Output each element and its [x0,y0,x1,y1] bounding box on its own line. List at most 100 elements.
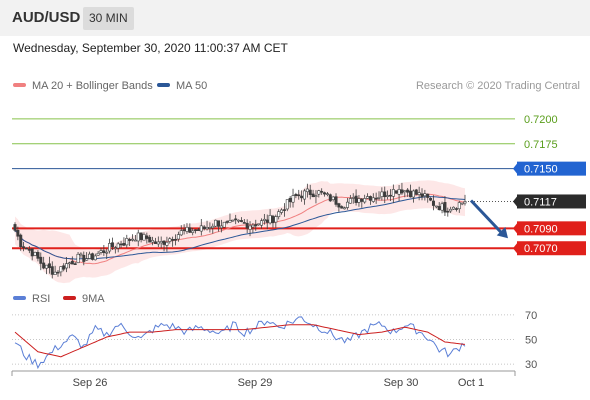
candle-body [208,227,212,229]
rsi-panel: 70 50 30 [12,310,537,371]
candle [168,237,172,244]
candle-body [27,249,31,251]
candle-body [420,193,424,198]
rsi-swatch-icon [13,296,26,301]
candle [374,192,378,204]
candle-body [45,264,49,269]
candle [56,269,60,277]
candle-body [39,256,43,264]
pivot-level-label: 0.7150 [524,164,558,176]
candle-body [277,211,281,217]
candle-body [325,193,329,195]
candle-body [76,253,80,264]
candle [366,193,370,199]
support-tag-5 [517,241,586,256]
candle [139,232,143,243]
candle-body [153,241,157,244]
candle-body [251,224,255,228]
candle-body [30,248,34,257]
candle-body [265,219,269,223]
ma20-swatch-icon [13,83,26,88]
candle [351,193,355,204]
x-tick-label-0: Sep 26 [73,377,108,389]
rsi-line [14,316,466,370]
candle-body [248,225,252,230]
candle-body [268,214,272,224]
candle-body [105,251,109,254]
candle [13,222,17,233]
candle-body [90,253,94,260]
candle-body [96,252,100,256]
candle-body [19,234,23,248]
candle [96,250,100,256]
interval-badge[interactable]: 30 MIN [83,7,134,30]
candle-body [323,192,327,195]
candle [308,184,312,200]
candle-body [16,229,20,237]
candle-body [65,263,69,269]
candle [242,218,246,224]
candle [133,234,137,242]
candle-body [357,198,361,203]
current-price-label: 0.7117 [524,196,557,208]
candle-body [33,252,37,256]
candle [288,196,292,208]
candle [47,256,51,274]
candle-body [377,197,381,199]
candle [159,236,163,249]
candle [239,217,243,223]
candle [277,209,281,220]
candle-body [125,238,129,246]
candle-body [354,195,358,203]
candle-body [388,194,392,197]
candle [383,186,387,204]
candle [90,252,94,261]
candle-body [133,239,137,242]
candle [136,229,140,247]
candle [179,225,183,237]
candle-body [414,189,418,195]
candle-body [174,238,178,241]
candle [409,184,413,198]
candle [16,226,20,241]
candle-body [13,224,17,231]
candle [431,195,435,211]
candle [176,231,180,242]
candle [285,199,289,212]
candle-body [443,202,447,213]
candle [343,206,347,210]
candle-body [50,266,54,275]
candle [62,263,66,272]
candle-body [22,246,26,249]
candle [194,229,198,234]
current-price-tag-pointer [513,196,517,207]
candle-body [217,220,221,227]
candle-body [291,195,295,203]
candle [423,189,427,201]
candle-body [320,191,324,193]
candle-body [406,189,410,193]
candle-body [288,197,292,203]
candle-body [366,196,370,199]
candle [337,202,341,212]
rsi-tick-label-30: 30 [525,359,537,371]
candle-body [24,247,28,250]
candle [105,248,109,260]
candle [67,261,71,269]
ma50-swatch-icon [157,83,170,88]
candle [437,202,441,211]
candle-body [116,243,120,249]
candle-body [122,243,126,246]
candle-body [259,220,263,226]
candle-body [119,243,123,246]
candle [302,188,306,205]
candle-body [371,197,375,202]
candle [348,194,352,204]
candle-body [437,206,441,211]
candle-body [285,199,289,210]
candle-body [460,202,464,205]
candle [268,209,272,225]
support-level-label-4: 0.7090 [524,223,558,235]
candle-body [280,209,284,213]
